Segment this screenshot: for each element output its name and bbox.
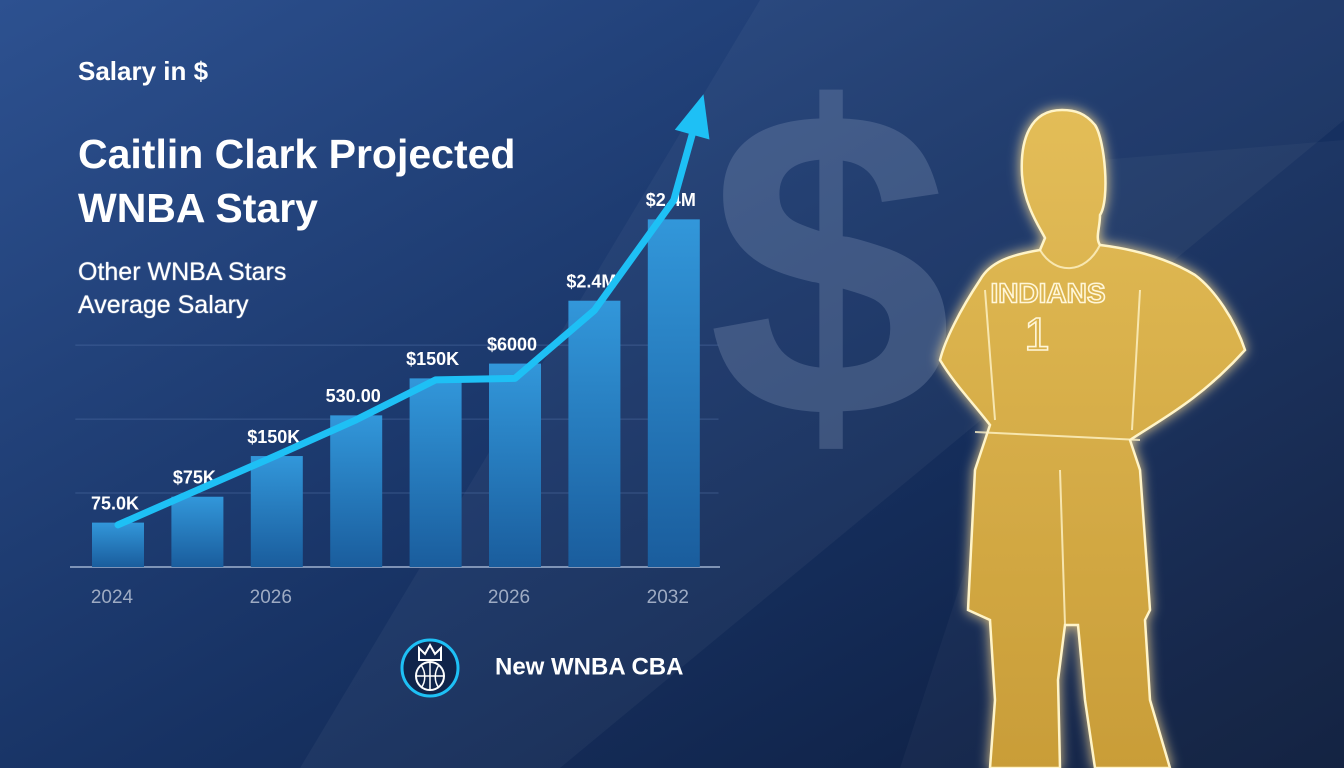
footer-text: New WNBA CBA xyxy=(495,653,683,680)
x-tick-label: 2024 xyxy=(91,587,134,608)
bar xyxy=(568,300,621,567)
bar-label: $6000 xyxy=(487,334,537,354)
player-outline xyxy=(974,244,1141,626)
bar xyxy=(489,363,541,567)
legend-entry: Other WNBA Stars Average Salary xyxy=(78,258,287,319)
x-tick-label: 2026 xyxy=(250,587,292,608)
footer-logo xyxy=(400,638,460,698)
bar-label: 530.00 xyxy=(326,386,381,406)
arrow-head xyxy=(674,94,710,140)
bar-label: $2.4M xyxy=(566,271,616,291)
jersey-team: INDIANS xyxy=(990,277,1105,308)
bar-label: $75K xyxy=(173,467,216,487)
chart-title: Caitlin Clark Projected WNBA Stary xyxy=(78,131,516,231)
bar-label: $150K xyxy=(406,349,459,369)
bar xyxy=(409,378,462,567)
logo-crown xyxy=(418,642,442,661)
bar xyxy=(647,219,700,567)
bar xyxy=(250,456,303,567)
background-dollar: $ xyxy=(708,19,953,510)
bar xyxy=(92,522,144,567)
bar xyxy=(171,496,224,567)
bar-label: 75.0K xyxy=(91,493,139,513)
bar xyxy=(330,415,383,567)
y-axis-label: Salary in $ xyxy=(78,56,209,86)
player-body xyxy=(938,108,1247,768)
jersey-number: 1 xyxy=(1024,308,1050,360)
bar-label: $150K xyxy=(247,427,300,447)
x-tick-label: 2032 xyxy=(647,587,689,608)
logo-seams xyxy=(416,662,444,690)
player-silhouette xyxy=(938,108,1247,768)
x-tick-label: 2026 xyxy=(488,587,530,608)
plot-area: 2024 2026 2026 2032 75.0K $75K $150K 530.00 $150… xyxy=(70,94,720,608)
trend-line xyxy=(114,196,678,529)
